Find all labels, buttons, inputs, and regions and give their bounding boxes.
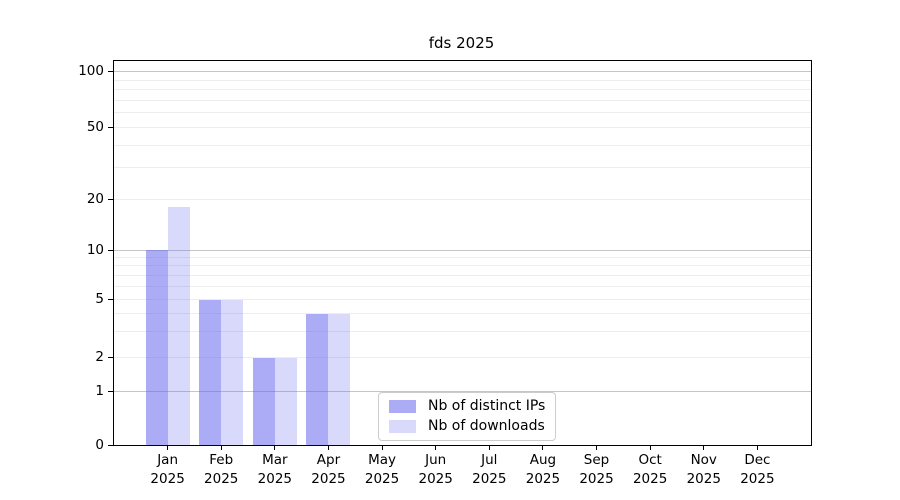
y-tick-mark (108, 444, 113, 446)
x-tick-mark (542, 445, 544, 450)
gridline-minor (114, 112, 811, 114)
bar-downloads (167, 207, 190, 445)
bar-downloads (328, 313, 351, 445)
gridline-minor (114, 89, 811, 91)
y-tick-label: 5 (95, 291, 104, 307)
bar-distinct-ips (145, 250, 168, 445)
y-tick-label: 100 (78, 63, 104, 79)
gridline-minor (114, 265, 811, 267)
legend-swatch-downloads (389, 420, 416, 433)
gridline-minor (114, 299, 811, 300)
x-tick-mark (327, 445, 329, 450)
gridline-minor (114, 99, 811, 101)
y-tick-mark (108, 249, 113, 251)
y-tick-label: 50 (86, 119, 104, 135)
x-tick-mark (220, 445, 222, 450)
x-tick-label: Jun 2025 (418, 452, 453, 487)
legend-entry-downloads: Nb of downloads (389, 418, 545, 435)
legend-entry-distinct-ips: Nb of distinct IPs (389, 398, 545, 415)
x-tick-label: Sep 2025 (579, 452, 614, 487)
legend-label-downloads: Nb of downloads (428, 418, 545, 434)
bar-distinct-ips (306, 313, 329, 445)
y-tick-label: 10 (86, 241, 104, 258)
gridline-minor (114, 167, 811, 169)
x-tick-mark (649, 445, 651, 450)
y-tick-label: 0 (95, 436, 104, 453)
x-tick-label: Feb 2025 (204, 452, 239, 487)
bar-downloads (274, 357, 297, 445)
legend-label-distinct-ips: Nb of distinct IPs (428, 398, 546, 414)
bar-distinct-ips (252, 357, 275, 445)
gridline-minor (114, 257, 811, 259)
x-tick-label: Apr 2025 (311, 452, 346, 487)
gridline-minor (114, 285, 811, 287)
x-tick-label: Mar 2025 (257, 452, 293, 487)
y-tick-mark (108, 71, 113, 72)
y-tick-mark (108, 127, 113, 128)
y-tick-mark (108, 199, 113, 200)
x-tick-mark (703, 445, 705, 450)
gridline-major (114, 249, 811, 251)
y-tick-label: 20 (86, 191, 104, 207)
x-tick-label: Dec 2025 (740, 452, 775, 487)
gridline-minor (114, 331, 811, 333)
y-tick-label: 1 (95, 382, 104, 399)
x-tick-mark (435, 445, 437, 450)
gridline-minor (114, 313, 811, 315)
gridline-minor (114, 144, 811, 146)
y-tick-mark (108, 357, 113, 358)
bar-downloads (221, 299, 244, 445)
gridline-minor (114, 79, 811, 81)
gridline-minor (114, 199, 811, 200)
x-tick-label: Oct 2025 (632, 452, 668, 487)
x-tick-mark (167, 445, 169, 450)
chart-title: fds 2025 (428, 34, 495, 52)
gridline-minor (114, 274, 811, 276)
legend: Nb of distinct IPs Nb of downloads (378, 392, 557, 441)
y-tick-mark (108, 390, 113, 392)
x-tick-label: Aug 2025 (525, 452, 561, 487)
x-tick-mark (488, 445, 490, 450)
x-tick-label: Jan 2025 (150, 452, 185, 487)
gridline-major (114, 71, 811, 72)
gridline-major (114, 390, 811, 392)
y-tick-label: 2 (95, 349, 104, 365)
x-tick-mark (274, 445, 276, 450)
x-tick-mark (381, 445, 383, 450)
bar-distinct-ips (199, 299, 222, 445)
gridline-minor (114, 357, 811, 358)
x-tick-label: Nov 2025 (686, 452, 721, 487)
x-tick-mark (596, 445, 598, 450)
y-tick-mark (108, 299, 113, 300)
x-tick-label: May 2025 (364, 452, 400, 487)
plot-area: 100 50 20 10 5 2 1 0 Jan 2025 Feb 2025 Mar 2025 Apr… (78, 60, 812, 487)
x-tick-label: Jul 2025 (472, 452, 507, 487)
legend-swatch-distinct-ips (389, 400, 416, 413)
gridline-minor (114, 127, 811, 128)
x-tick-mark (756, 445, 758, 450)
